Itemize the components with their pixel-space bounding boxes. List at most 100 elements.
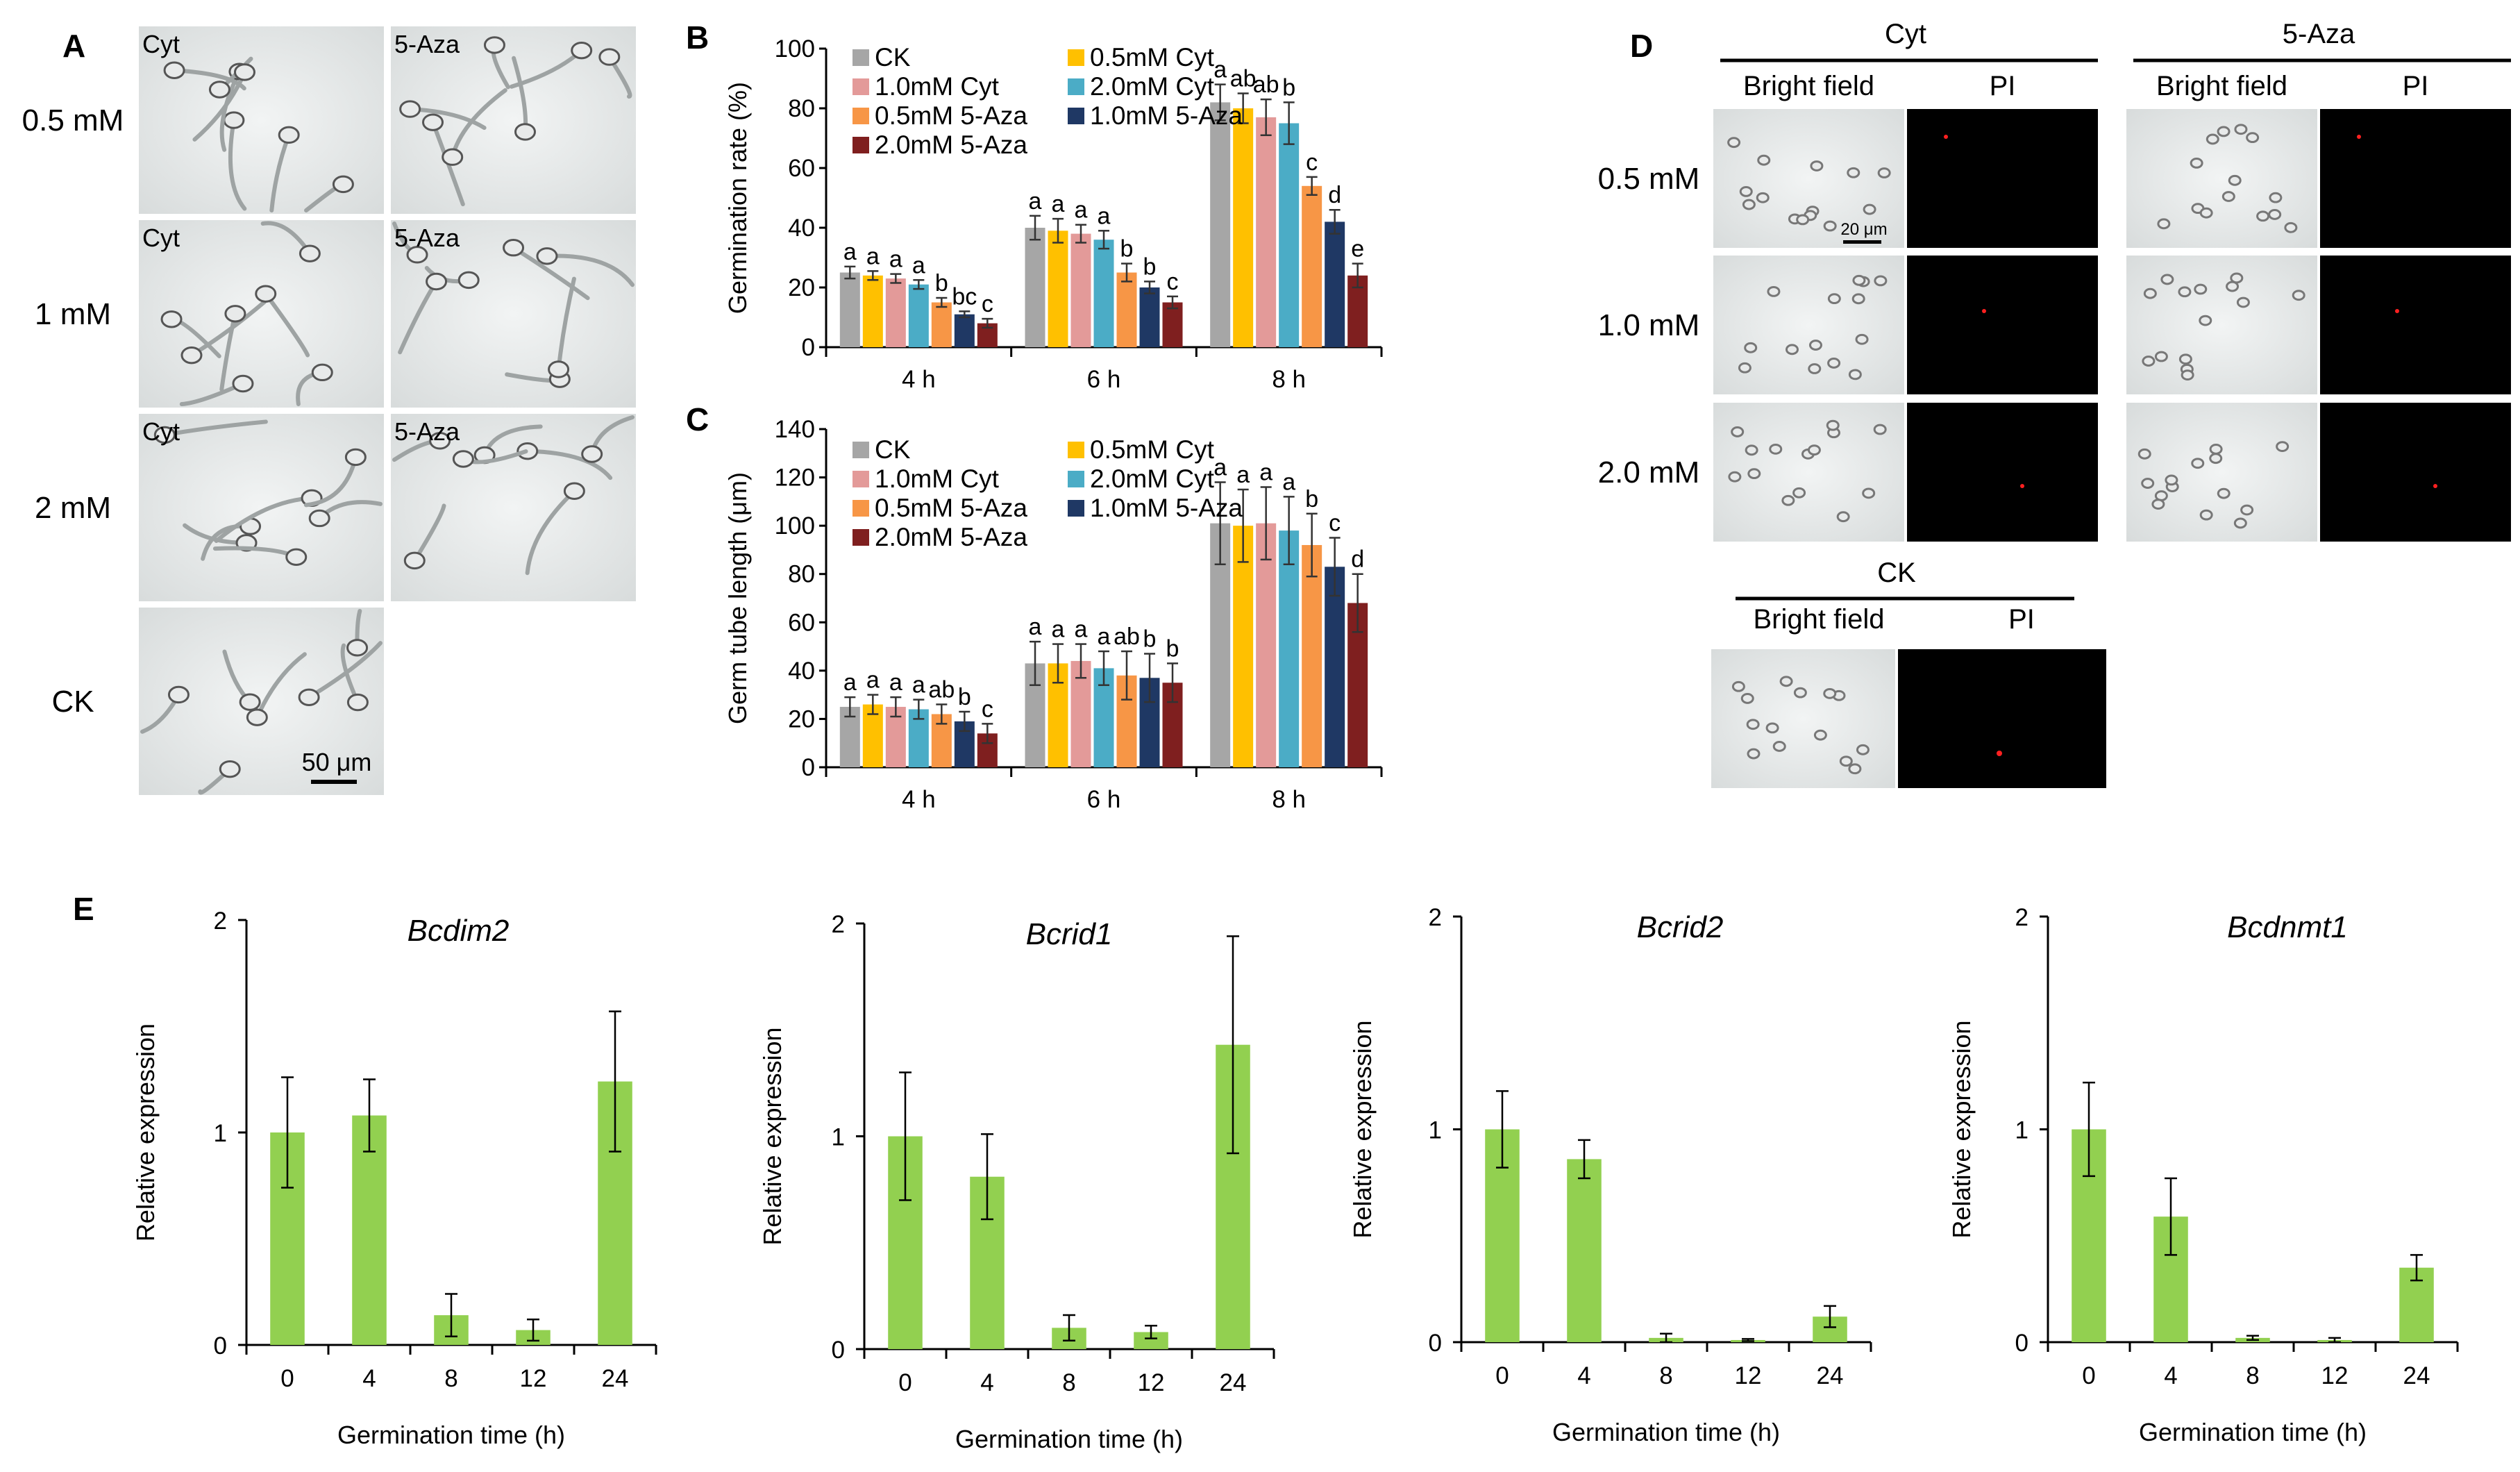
legend-swatch (852, 78, 869, 95)
spore (1808, 340, 1822, 351)
spore (1877, 167, 1891, 178)
legend-swatch (1068, 78, 1084, 95)
spore (1781, 494, 1795, 506)
row-label: 2.0 mM (1598, 455, 1700, 490)
panel-d-letter: D (1630, 28, 1653, 64)
significance-letter: ab (1230, 66, 1257, 92)
spore (1848, 763, 1862, 775)
significance-letter: a (1029, 614, 1042, 640)
spore (255, 285, 277, 303)
spore (1745, 444, 1758, 456)
spore (1807, 444, 1821, 456)
x-tick-label: 12 (520, 1365, 547, 1392)
spore (246, 708, 268, 726)
x-tick-label: 4 (980, 1369, 993, 1396)
spore (1874, 275, 1888, 287)
spore (403, 551, 426, 570)
column-header: Bright field (2156, 71, 2287, 101)
y-tick-label: 0 (802, 754, 815, 781)
spore (2199, 509, 2213, 521)
x-tick-label: 4 h (902, 366, 936, 393)
pi-signal (2357, 135, 2361, 139)
spore (1827, 358, 1841, 369)
significance-letter: a (866, 667, 880, 694)
pi-signal (2433, 484, 2437, 488)
spore (2256, 210, 2270, 222)
legend-label: 1.0mM 5-Aza (1090, 101, 1243, 130)
spore (1848, 369, 1862, 380)
y-tick-label: 2 (2015, 904, 2028, 931)
spore (581, 445, 603, 463)
significance-letter: b (935, 270, 948, 296)
spore (503, 239, 525, 257)
significance-letter: d (1328, 182, 1341, 208)
significance-letter: a (889, 246, 902, 273)
scale-bar (1843, 240, 1881, 244)
legend-label: 1.0mM Cyt (875, 465, 1000, 493)
legend-label: 2.0mM 5-Aza (875, 131, 1027, 159)
spore (2199, 207, 2213, 219)
y-tick-label: 40 (788, 215, 815, 242)
significance-letter: ab (1114, 624, 1140, 650)
significance-letter: b (1143, 626, 1157, 653)
spore (571, 41, 593, 60)
significance-letter: c (982, 696, 993, 722)
spore (1826, 419, 1840, 431)
x-tick-label: 24 (602, 1365, 629, 1392)
y-tick-label: 0 (832, 1337, 845, 1364)
germ-tube (525, 489, 577, 576)
spore (598, 48, 621, 66)
y-tick-label: 80 (788, 561, 815, 588)
significance-letter: a (1213, 455, 1227, 481)
spore (1839, 755, 1853, 767)
pi-image (1898, 649, 2106, 788)
row-label: 0.5 mM (1598, 162, 1700, 196)
y-tick-label: 60 (788, 155, 815, 182)
y-axis-title: Germ tube length (μm) (723, 472, 752, 724)
spore (1728, 471, 1742, 483)
spore (1740, 693, 1754, 704)
pi-signal (2395, 309, 2399, 313)
panel-d-images: Cyt Bright field PI 5-Aza Bright field PI 0.5 … (1598, 19, 2511, 788)
spore (421, 113, 444, 131)
spore (2154, 351, 2168, 362)
x-tick-label: 24 (1220, 1369, 1247, 1396)
legend-swatch (1068, 500, 1084, 517)
spore (1852, 274, 1866, 286)
spore (548, 360, 570, 378)
spore (2142, 356, 2156, 367)
bar (1139, 287, 1160, 347)
germ-tube (544, 253, 635, 287)
spore (299, 244, 321, 262)
significance-letter: a (1098, 624, 1111, 650)
bar (1093, 240, 1114, 347)
y-tick-label: 1 (214, 1120, 227, 1147)
significance-letter: a (1052, 191, 1065, 217)
row-label: 2 mM (35, 491, 111, 525)
bright-field-image (2126, 256, 2317, 394)
spore (346, 693, 369, 712)
bar (1279, 530, 1300, 767)
legend-swatch (1068, 442, 1084, 458)
y-tick-label: 0 (802, 334, 815, 361)
bar (1116, 272, 1137, 347)
bar (352, 1115, 387, 1345)
spore (308, 509, 330, 528)
spore (2209, 444, 2223, 455)
spore (223, 111, 245, 129)
legend-label: CK (875, 435, 911, 464)
spore (1746, 719, 1760, 730)
spore (426, 272, 448, 291)
chart-title: Bcrid2 (1637, 910, 1724, 944)
x-tick-label: 8 h (1272, 366, 1306, 393)
bar (1302, 185, 1322, 347)
spore (208, 81, 230, 99)
significance-letter: c (982, 291, 993, 317)
bar (1070, 233, 1091, 347)
bar (1302, 544, 1322, 767)
x-tick-label: 8 h (1272, 786, 1306, 813)
bright-field-image (1711, 649, 1895, 788)
